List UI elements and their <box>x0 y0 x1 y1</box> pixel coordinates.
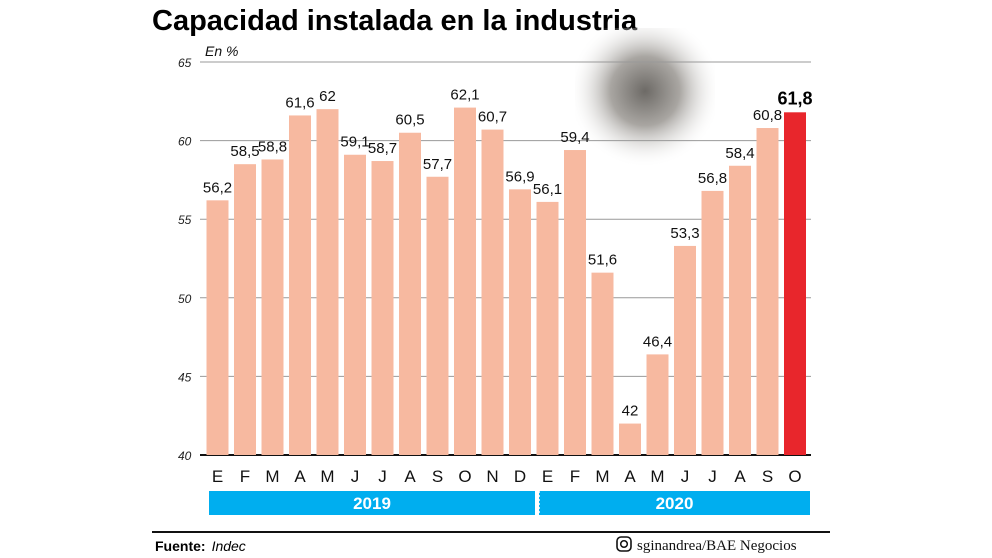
data-label: 42 <box>622 403 639 420</box>
bar <box>234 164 256 455</box>
data-label: 56,9 <box>505 168 534 185</box>
bar <box>481 129 504 455</box>
month-label: A <box>294 467 306 486</box>
worker-photo <box>575 28 715 168</box>
month-label: J <box>351 467 360 486</box>
data-label: 46,4 <box>643 333 672 350</box>
month-label: M <box>320 467 334 486</box>
month-label: J <box>378 467 387 486</box>
bar <box>344 154 366 456</box>
data-label: 58,5 <box>230 143 259 160</box>
month-label: D <box>514 467 526 486</box>
month-label: E <box>212 467 223 486</box>
data-label: 60,5 <box>395 112 424 129</box>
data-label: 61,6 <box>285 94 314 111</box>
month-label: N <box>486 467 498 486</box>
month-label: J <box>681 467 690 486</box>
year-label: 2020 <box>656 494 694 513</box>
bar <box>756 128 779 456</box>
data-label: 62 <box>319 88 336 105</box>
month-label: O <box>788 467 801 486</box>
bar <box>564 150 586 456</box>
bar <box>454 107 476 455</box>
data-label: 56,2 <box>203 179 232 196</box>
month-label: F <box>240 467 250 486</box>
data-label: 60,7 <box>478 109 507 126</box>
source: Fuente: Indec <box>155 538 246 554</box>
y-axis-unit: En % <box>205 43 238 59</box>
y-tick-label: 65 <box>178 56 192 70</box>
bar <box>261 159 284 456</box>
data-label: 62,1 <box>450 87 479 104</box>
data-label: 61,8 <box>777 88 812 108</box>
bar <box>426 176 449 456</box>
chart-title: Capacidad instalada en la industria <box>152 5 638 37</box>
y-tick-label: 45 <box>178 370 192 384</box>
bar <box>674 245 696 455</box>
month-label: S <box>432 467 443 486</box>
year-label: 2019 <box>353 494 391 513</box>
data-label: 59,4 <box>560 129 589 146</box>
bar <box>619 423 641 455</box>
year-band <box>209 491 535 515</box>
instagram-icon <box>616 536 632 552</box>
month-label: A <box>624 467 636 486</box>
month-label: O <box>458 467 471 486</box>
month-label: F <box>570 467 580 486</box>
bar <box>729 165 751 455</box>
data-label: 51,6 <box>588 252 617 269</box>
month-label: S <box>762 467 773 486</box>
data-label: 53,3 <box>670 225 699 242</box>
data-label: 56,8 <box>698 170 727 187</box>
bar <box>371 161 394 455</box>
month-label: E <box>542 467 553 486</box>
bar <box>701 190 724 456</box>
bar <box>509 189 531 455</box>
y-tick-label: 55 <box>178 213 192 227</box>
bar <box>536 201 559 455</box>
month-label: M <box>650 467 664 486</box>
month-label: J <box>708 467 717 486</box>
bar <box>646 354 669 455</box>
data-label: 60,8 <box>753 107 782 124</box>
bar <box>591 272 614 455</box>
bar <box>399 132 421 456</box>
month-label: M <box>265 467 279 486</box>
bar <box>316 109 339 455</box>
bar <box>206 200 229 455</box>
y-tick-label: 60 <box>178 135 192 149</box>
y-tick-label: 50 <box>178 292 192 306</box>
bar <box>784 112 806 455</box>
year-band <box>539 491 810 515</box>
month-label: A <box>734 467 746 486</box>
data-label: 59,1 <box>340 134 369 151</box>
bar <box>289 115 311 455</box>
data-label: 58,7 <box>368 140 397 157</box>
y-tick-label: 40 <box>178 449 192 463</box>
data-label: 58,4 <box>725 145 754 162</box>
data-label: 58,8 <box>258 138 287 155</box>
month-label: A <box>404 467 416 486</box>
credit: sginandrea/BAE Negocios <box>637 538 797 554</box>
data-label: 57,7 <box>423 156 452 173</box>
data-label: 56,1 <box>533 181 562 198</box>
month-label: M <box>595 467 609 486</box>
